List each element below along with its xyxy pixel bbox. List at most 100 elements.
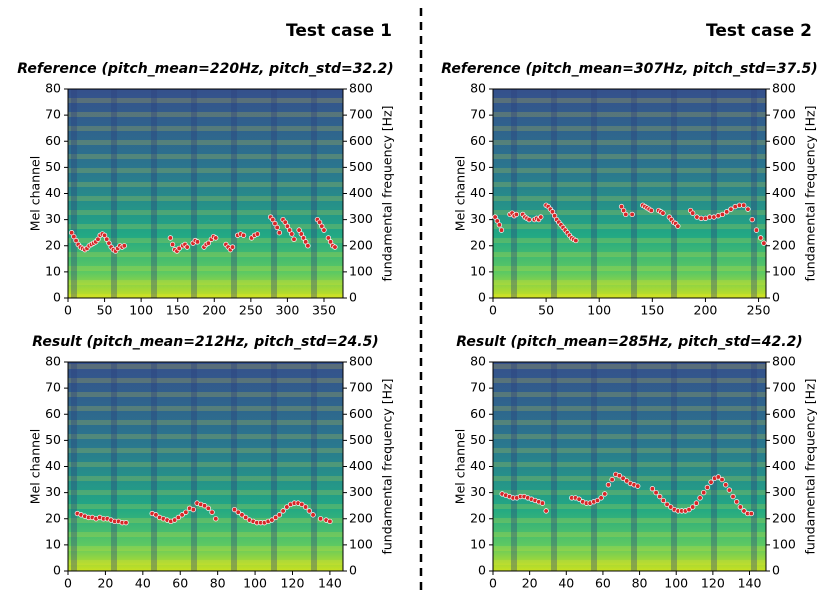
pitch-point: [741, 202, 747, 208]
y2-tick-label: 600: [349, 133, 373, 148]
y2-tick-label: 200: [349, 237, 373, 252]
pitch-point: [719, 211, 726, 218]
y-axis-label: Mel channel: [28, 156, 43, 231]
y2-tick-label: 700: [349, 107, 373, 122]
y2-tick-label: 100: [772, 263, 796, 278]
y2-tick-label: 200: [772, 237, 796, 252]
y-tick-label: 70: [470, 380, 486, 395]
y-axis-label: Mel channel: [453, 156, 468, 231]
pitch-point: [121, 243, 127, 249]
y-tick-label: 40: [45, 185, 61, 200]
y-tick-label: 40: [470, 185, 486, 200]
pitch-point: [609, 476, 615, 483]
y-tick-label: 30: [45, 484, 61, 499]
spectrogram-texture: [68, 362, 343, 571]
x-tick-label: 100: [664, 576, 688, 591]
pitch-point: [549, 209, 556, 215]
x-tick-label: 140: [738, 576, 762, 591]
pitch-point: [660, 497, 667, 504]
pitch-point: [715, 474, 722, 480]
pitch-point: [621, 207, 627, 214]
x-tick-label: 40: [135, 576, 151, 591]
pitch-point: [306, 508, 312, 514]
pitch-point: [620, 475, 626, 481]
x-tick-label: 0: [64, 303, 72, 318]
pitch-point: [276, 230, 283, 236]
pitch-point: [235, 509, 241, 515]
pitch-point: [686, 506, 692, 513]
pitch-point: [317, 516, 324, 522]
pitch-point: [576, 496, 582, 502]
pitch-point: [635, 483, 641, 489]
pitch-point: [272, 220, 278, 227]
pitch-point: [239, 512, 245, 518]
y-tick-label: 0: [478, 563, 486, 578]
y2-tick-label: 600: [772, 133, 796, 148]
pitch-point: [724, 209, 730, 215]
pitch-point: [71, 233, 77, 240]
pitch-point: [101, 232, 108, 238]
y-tick-label: 10: [45, 536, 61, 551]
pitch-point: [179, 512, 185, 518]
pitch-point: [327, 518, 333, 525]
pitch-point: [648, 207, 654, 214]
pitch-point: [551, 213, 558, 219]
pitch-point: [167, 235, 174, 241]
pitch-point: [254, 231, 261, 237]
pitch-point: [719, 476, 725, 483]
x-tick-label: 0: [489, 576, 497, 591]
pitch-point: [701, 489, 707, 496]
y2-tick-label: 0: [772, 290, 780, 305]
pitch-point: [513, 211, 520, 218]
y2-tick-label: 400: [772, 458, 796, 473]
pitch-point: [745, 206, 751, 212]
x-tick-label: 50: [538, 303, 554, 318]
y-tick-label: 80: [45, 354, 61, 369]
pitch-point: [660, 210, 666, 216]
pitch-point: [73, 237, 79, 244]
pitch-point: [496, 222, 503, 228]
pitch-point: [653, 489, 659, 496]
y-tick-label: 60: [45, 133, 61, 148]
y2-tick-label: 200: [772, 510, 796, 525]
x-tick-label: 250: [239, 303, 263, 318]
y2-tick-label: 500: [349, 432, 373, 447]
spectrogram-texture: [493, 362, 766, 571]
y2-tick-label: 400: [349, 458, 373, 473]
pitch-point: [273, 514, 279, 521]
pitch-point: [243, 514, 249, 521]
pitch-point: [276, 512, 283, 518]
y-tick-label: 50: [470, 432, 486, 447]
pitch-point: [332, 244, 338, 250]
pitch-point: [723, 482, 729, 488]
pitch-point: [303, 239, 309, 245]
pitch-point: [194, 239, 201, 245]
pitch-point: [325, 235, 332, 241]
panel-title: Result (pitch_mean=212Hz, pitch_std=24.5…: [32, 334, 378, 350]
pitch-point: [526, 216, 532, 223]
pitch-point: [594, 497, 601, 504]
x-tick-label: 0: [64, 576, 72, 591]
pitch-point: [605, 482, 612, 488]
pitch-point: [690, 504, 696, 510]
y-tick-label: 60: [45, 406, 61, 421]
pitch-point: [602, 491, 608, 497]
panel-title: Result (pitch_mean=285Hz, pitch_std=42.2…: [456, 334, 802, 350]
pitch-point: [668, 504, 674, 510]
y-axis-label: Mel channel: [453, 429, 468, 504]
pitch-point: [694, 214, 700, 220]
y-tick-label: 40: [470, 458, 486, 473]
pitch-point: [305, 243, 311, 249]
y-tick-label: 20: [45, 510, 61, 525]
pitch-point: [624, 478, 630, 484]
pitch-point: [291, 236, 297, 242]
pitch-point: [302, 504, 309, 510]
y2-tick-label: 700: [349, 380, 373, 395]
pitch-point: [749, 216, 755, 223]
pitch-point: [623, 211, 629, 218]
x-tick-label: 200: [694, 303, 718, 318]
y-tick-label: 50: [45, 432, 61, 447]
pitch-point: [711, 214, 717, 220]
pitch-point: [616, 472, 623, 479]
pitch-point: [284, 223, 291, 229]
